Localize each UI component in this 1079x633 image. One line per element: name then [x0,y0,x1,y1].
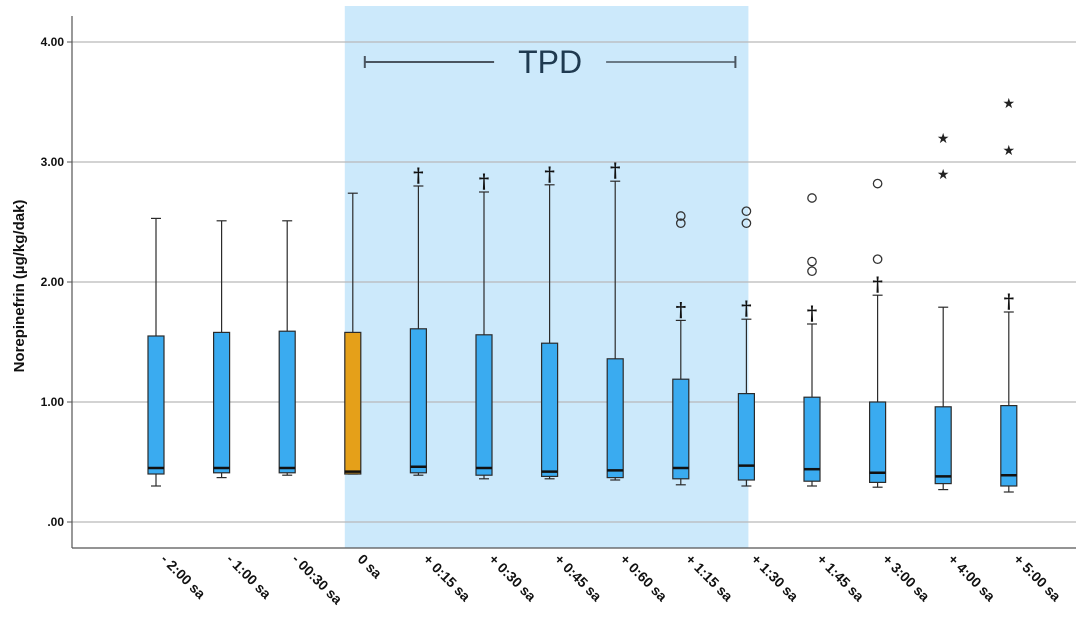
y-tick-label: 1.00 [41,395,65,409]
y-tick-label: 4.00 [41,35,65,49]
box-iqr [672,378,690,480]
x-tick-label: + 4:00 sa [945,551,999,605]
x-tick-label: 0 sa [355,551,386,582]
box-group [606,180,624,481]
outlier-star: ★ [1003,143,1016,159]
box-iqr [344,331,362,475]
box-group [737,318,756,487]
outlier-circle [872,254,883,265]
box-iqr [606,358,624,479]
y-axis-label: Norepinefrin (µg/kg/dak) [11,200,28,373]
dagger-marker: † [479,169,489,193]
x-tick-label: + 1:15 sa [683,551,737,605]
box-iqr [737,393,756,481]
box-iqr [934,406,952,485]
y-tick-label: 2.00 [41,275,65,289]
x-tick-label: - 2:00 sa [158,551,209,602]
dagger-marker: † [544,162,554,186]
dagger-marker: † [676,297,686,321]
box-iqr [803,396,821,482]
x-tick-label: + 3:00 sa [879,551,933,605]
x-tick-label: + 0:60 sa [617,551,671,605]
box-group [934,306,952,491]
dagger-marker: † [807,301,817,325]
box-iqr [540,342,559,478]
box-group [409,185,427,476]
box-group [803,323,821,487]
dagger-marker: † [1004,289,1014,313]
box-group [475,191,493,480]
box-group [344,192,362,475]
x-tick-label: - 00:30 sa [289,551,346,608]
box-group [213,220,231,479]
outlier-circle [675,211,686,221]
dagger-marker: † [610,158,620,182]
box-iqr [147,335,165,475]
x-tick-label: + 1:30 sa [748,551,802,605]
outlier-circle [675,218,686,229]
box-group [147,217,165,487]
outlier-circle [807,193,817,203]
box-group [540,184,559,480]
outlier-star: ★ [937,167,950,183]
box-iqr [409,328,427,474]
box-iqr [868,401,887,484]
tpd-label: TPD [518,44,582,80]
x-tick-label: + 0:45 sa [551,551,605,605]
box-iqr [278,330,296,474]
x-tick-label: + 5:00 sa [1011,551,1065,605]
box-iqr [213,331,231,474]
box-iqr [475,334,493,476]
dagger-marker: † [741,296,751,320]
outlier-star: ★ [1003,96,1016,112]
dagger-marker: † [872,272,882,296]
outlier-circle [872,178,883,189]
outlier-circle [807,256,817,267]
outlier-star: ★ [937,131,950,147]
y-tick-label: .00 [47,515,64,529]
x-tick-label: - 1:00 sa [223,551,274,602]
x-tick-label: + 0:15 sa [420,551,474,605]
box-iqr [1000,405,1018,487]
box-group [672,319,690,486]
box-group [1000,311,1018,493]
outlier-circle [807,266,817,277]
y-tick-label: 3.00 [41,155,65,169]
x-tick-label: + 1:45 sa [814,551,868,605]
outlier-circle [741,206,752,217]
outlier-circle [741,218,752,229]
box-group [278,220,296,476]
x-tick-label: + 0:30 sa [486,551,540,605]
dagger-marker: † [413,163,423,187]
box-group [868,294,887,488]
